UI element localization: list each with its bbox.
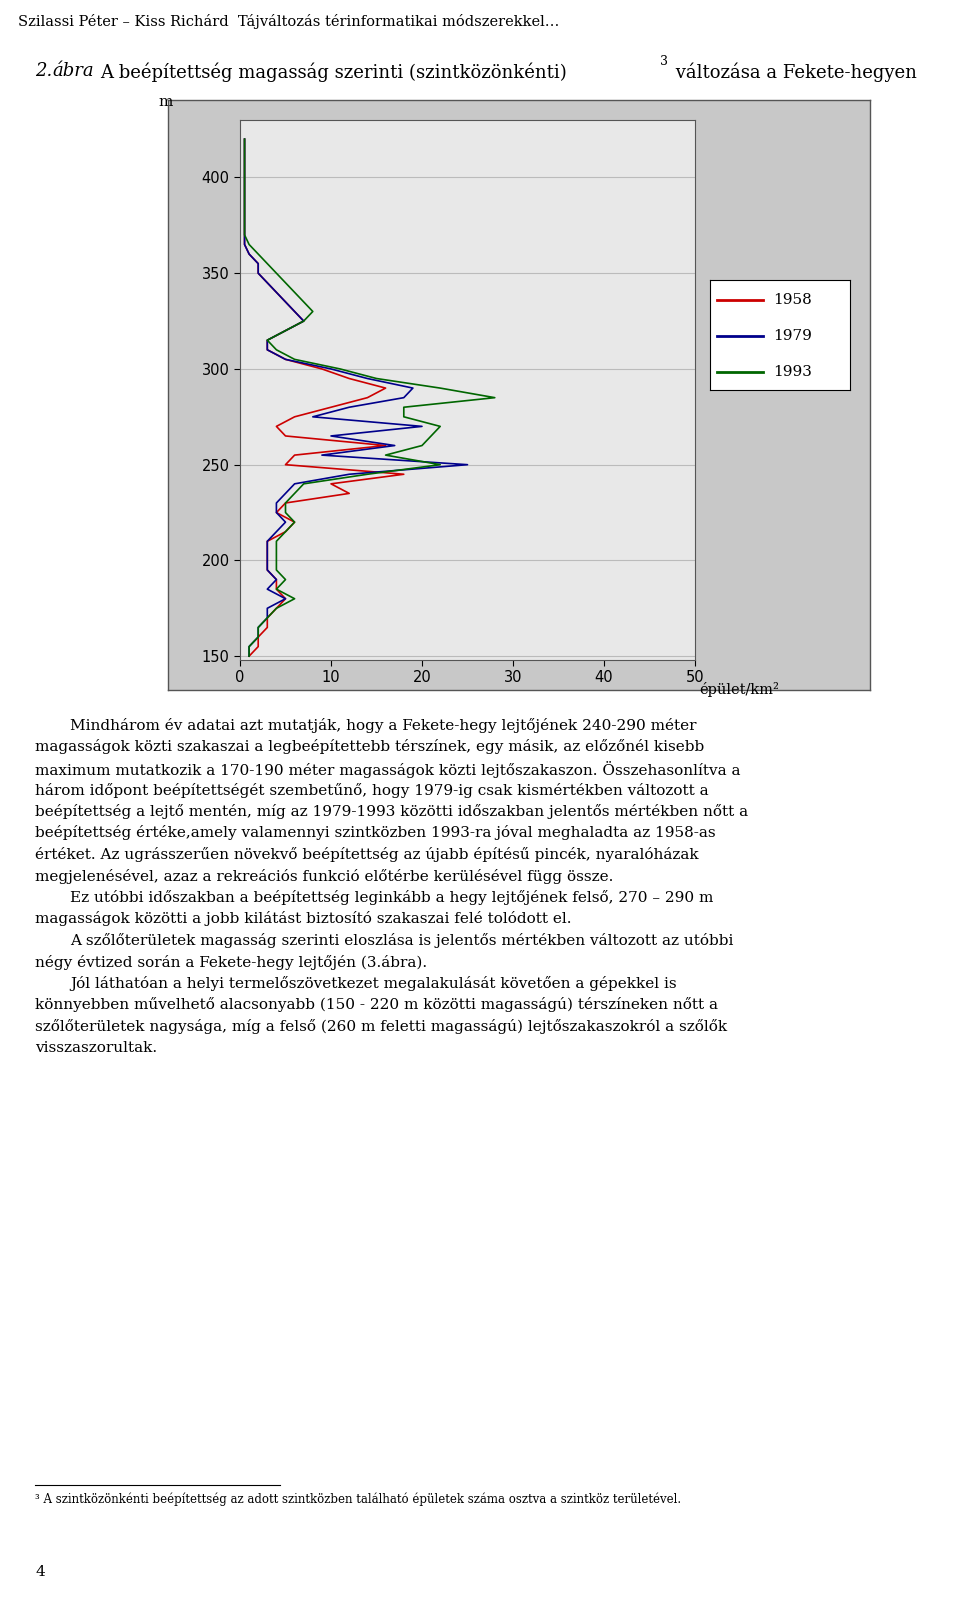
Text: 2.: 2. (35, 61, 52, 81)
Text: változása a Fekete-hegyen: változása a Fekete-hegyen (670, 61, 917, 82)
Text: Jól láthatóan a helyi termelőszövetkezet megalakulását követően a gépekkel is: Jól láthatóan a helyi termelőszövetkezet… (70, 976, 677, 990)
Text: négy évtized során a Fekete-hegy lejtőjén (3.ábra).: négy évtized során a Fekete-hegy lejtőjé… (35, 955, 427, 969)
Text: magasságok közti szakaszai a legbeépítettebb térszínek, egy másik, az előzőnél k: magasságok közti szakaszai a legbeépítet… (35, 739, 705, 755)
Text: három időpont beépítettségét szembetűnő, hogy 1979-ig csak kismértékben változot: három időpont beépítettségét szembetűnő,… (35, 782, 708, 797)
Text: Ez utóbbi időszakban a beépítettség leginkább a hegy lejtőjének felső, 270 – 290: Ez utóbbi időszakban a beépítettség legi… (70, 890, 713, 905)
Text: Mindhárom év adatai azt mutatják, hogy a Fekete-hegy lejtőjének 240-290 méter: Mindhárom év adatai azt mutatják, hogy a… (70, 718, 697, 732)
Text: értéket. Az ugrásszerűen növekvő beépítettség az újabb építésű pincék, nyaralóhá: értéket. Az ugrásszerűen növekvő beépíte… (35, 847, 699, 861)
Text: beépítettség a lejtő mentén, míg az 1979-1993 közötti időszakban jelentős mérték: beépítettség a lejtő mentén, míg az 1979… (35, 803, 748, 819)
Text: A beépítettség magasság szerinti (szintközönkénti): A beépítettség magasság szerinti (szintk… (100, 61, 566, 82)
Text: magasságok közötti a jobb kilátást biztosító szakaszai felé tolódott el.: magasságok közötti a jobb kilátást bizto… (35, 911, 571, 926)
Text: 1958: 1958 (773, 294, 812, 306)
Text: 3: 3 (660, 55, 668, 68)
Text: visszaszorultak.: visszaszorultak. (35, 1040, 157, 1055)
Text: Szilassi Péter – Kiss Richárd  Tájváltozás térinformatikai módszerekkel…: Szilassi Péter – Kiss Richárd Tájváltozá… (18, 15, 560, 29)
Text: szőlőterületek nagysága, míg a felső (260 m feletti magasságú) lejtőszakaszokról: szőlőterületek nagysága, míg a felső (26… (35, 1019, 727, 1034)
Text: beépítettség értéke,amely valamennyi szintközben 1993-ra jóval meghaladta az 195: beépítettség értéke,amely valamennyi szi… (35, 826, 715, 840)
Text: 1979: 1979 (773, 329, 812, 344)
Text: 4: 4 (35, 1565, 45, 1579)
Text: épület/km²: épület/km² (700, 682, 780, 697)
Text: ábra: ábra (52, 61, 94, 81)
Text: A szőlőterületek magasság szerinti eloszlása is jelentős mértékben változott az : A szőlőterületek magasság szerinti elosz… (70, 932, 733, 948)
Text: megjelenésével, azaz a rekreációs funkció előtérbe kerülésével függ össze.: megjelenésével, azaz a rekreációs funkci… (35, 868, 613, 884)
Text: maximum mutatkozik a 170-190 méter magasságok közti lejtőszakaszon. Összehasonlí: maximum mutatkozik a 170-190 méter magas… (35, 761, 740, 777)
Text: m: m (158, 95, 173, 110)
Text: könnyebben művelhető alacsonyabb (150 - 220 m közötti magasságú) térszíneken nőt: könnyebben művelhető alacsonyabb (150 - … (35, 997, 718, 1013)
Text: 1993: 1993 (773, 366, 812, 379)
Text: ³ A szintközönkénti beépítettség az adott szintközben található épületek száma o: ³ A szintközönkénti beépítettség az adot… (35, 1492, 682, 1505)
